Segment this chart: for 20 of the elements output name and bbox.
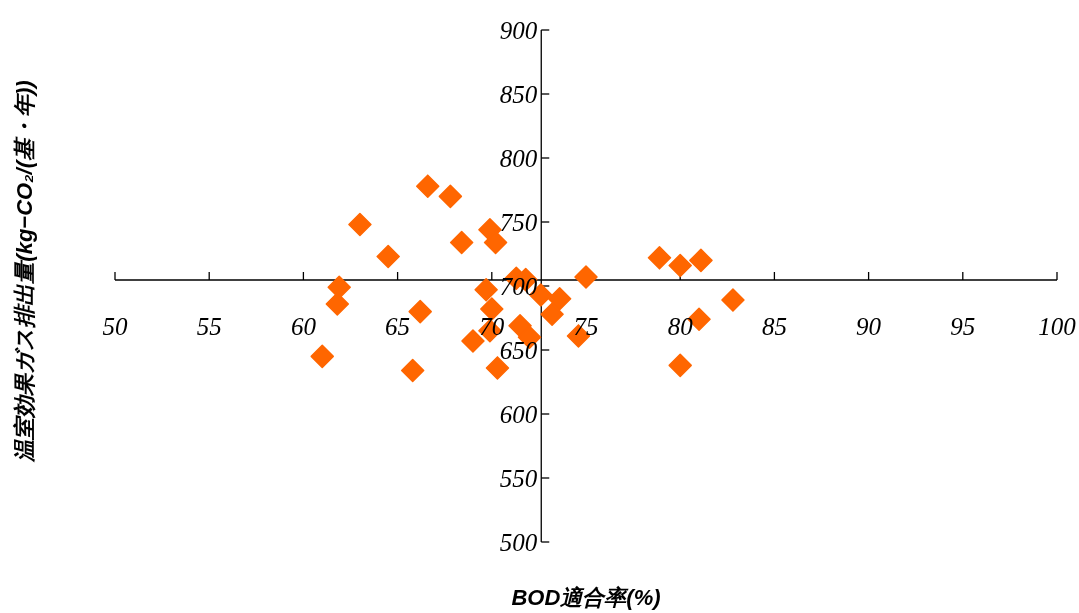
x-tick-label: 80 xyxy=(667,313,694,340)
x-tick-label: 65 xyxy=(385,313,411,340)
x-tick-label: 85 xyxy=(761,313,787,340)
y-tick-label: 600 xyxy=(499,401,538,428)
y-tick-label: 550 xyxy=(499,465,538,492)
y-tick-label: 750 xyxy=(499,209,538,236)
x-tick-label: 60 xyxy=(290,313,317,340)
x-axis-title: BOD適合率(%) xyxy=(511,585,661,610)
x-tick-label: 75 xyxy=(573,313,599,340)
x-tick-label: 90 xyxy=(856,313,882,340)
y-tick-label: 650 xyxy=(499,337,538,364)
x-tick-label: 100 xyxy=(1038,313,1077,340)
y-tick-label: 850 xyxy=(499,81,538,108)
x-tick-label: 95 xyxy=(950,313,976,340)
x-tick-label: 55 xyxy=(196,313,222,340)
y-tick-label: 900 xyxy=(499,17,538,44)
x-tick-label: 50 xyxy=(102,313,128,340)
y-axis-title: 温室効果ガス排出量(kg−CO₂/(基・年)) xyxy=(12,80,37,463)
y-tick-label: 500 xyxy=(499,529,538,556)
y-tick-label: 800 xyxy=(499,145,538,172)
